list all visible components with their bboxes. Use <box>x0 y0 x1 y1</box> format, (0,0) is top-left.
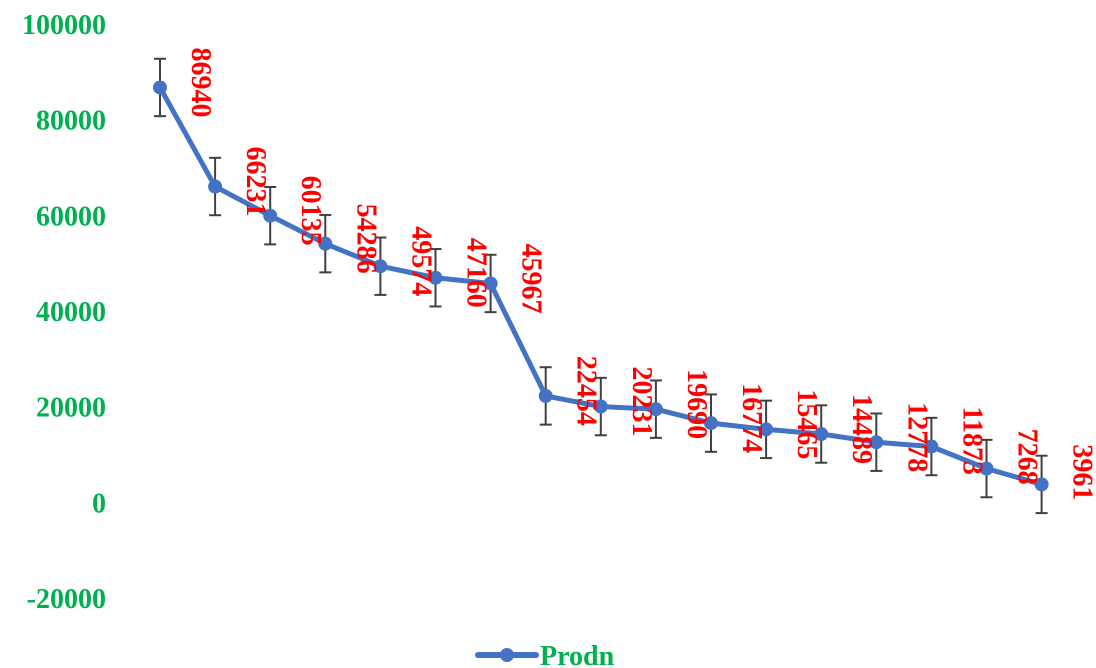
data-label: 66231 <box>240 147 271 217</box>
data-label: 16774 <box>736 383 767 453</box>
data-label: 12778 <box>901 402 932 472</box>
data-point <box>208 179 223 194</box>
data-point <box>759 422 774 437</box>
data-label: 3961 <box>1067 444 1096 500</box>
y-tick-label: 60000 <box>36 201 106 232</box>
y-tick-label: 100000 <box>22 10 106 41</box>
data-label: 19690 <box>681 369 712 439</box>
data-label: 7268 <box>1012 429 1043 485</box>
data-label: 60135 <box>295 176 326 246</box>
y-tick-label: 80000 <box>36 106 106 137</box>
data-point <box>593 399 608 414</box>
y-tick-label: 40000 <box>36 297 106 328</box>
data-point <box>538 388 553 403</box>
data-point <box>483 276 498 291</box>
data-point <box>814 427 829 442</box>
data-point <box>263 208 278 223</box>
data-point <box>648 402 663 417</box>
data-point <box>318 236 333 251</box>
data-point <box>1034 477 1049 492</box>
legend-marker <box>500 648 514 662</box>
y-axis-tick-labels: 100000 80000 60000 40000 20000 0 -20000 <box>22 10 106 615</box>
data-point <box>153 80 167 95</box>
data-label: 14489 <box>846 394 877 464</box>
data-point <box>373 259 388 274</box>
y-tick-label: -20000 <box>27 584 106 615</box>
data-label: 47160 <box>461 238 492 308</box>
y-tick-label: 0 <box>92 488 106 519</box>
data-label: 49574 <box>405 226 436 296</box>
data-label: 54286 <box>350 204 381 274</box>
data-label: 45967 <box>516 243 547 313</box>
legend: Prodn <box>475 641 615 668</box>
data-label: 15465 <box>791 389 822 459</box>
data-point <box>869 435 884 450</box>
legend-label: Prodn <box>540 641 615 668</box>
data-point <box>979 461 994 476</box>
data-label: 22454 <box>571 356 602 426</box>
data-label: 86940 <box>185 47 216 117</box>
data-point <box>428 270 443 285</box>
data-labels: 86940 66231 60135 54286 49574 47160 45967 22454… <box>185 47 1096 500</box>
y-tick-label: 20000 <box>36 393 106 424</box>
data-point <box>924 439 939 454</box>
data-label: 20231 <box>626 367 657 437</box>
data-label: 11873 <box>956 407 987 475</box>
data-points <box>153 80 1049 492</box>
data-point <box>704 416 718 431</box>
